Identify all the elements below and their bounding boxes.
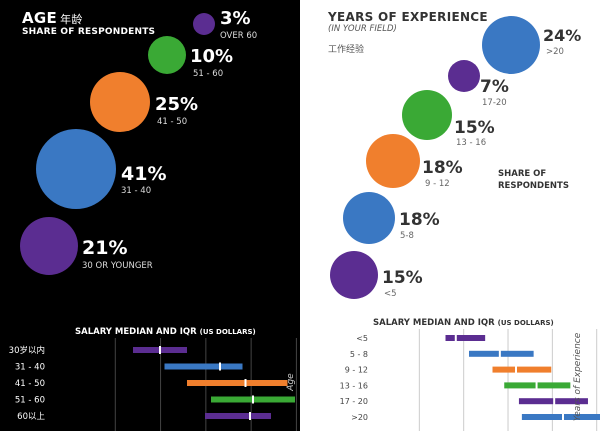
median-marker — [535, 381, 538, 390]
bubble-30-or-younger — [20, 217, 78, 275]
label-9-12: 9 - 12 — [425, 179, 450, 189]
label-41-50: 41 - 50 — [157, 117, 188, 127]
median-marker — [515, 365, 517, 374]
pct-31-40: 41% — [121, 163, 167, 185]
median-marker — [159, 346, 161, 354]
pct-30-or-younger: 21% — [82, 237, 128, 259]
range-category-label: <5 — [356, 334, 368, 343]
range-axis-label: Age — [286, 373, 296, 392]
pct-41-50: 25% — [155, 94, 199, 115]
experience-panel: YEARS OF EXPERIENCE (IN YOUR FIELD) 工作经验… — [310, 0, 600, 431]
age-panel: AGE 年龄 SHARE OF RESPONDENTS 3% OVER 60 10… — [0, 0, 300, 431]
pct-17-20: 7% — [480, 77, 509, 97]
bubble-over-60 — [193, 13, 215, 35]
median-marker — [562, 413, 564, 421]
age-salary-title: SALARY MEDIAN AND IQR (US DOLLARS) — [75, 327, 256, 337]
pct-over-60: 3% — [220, 8, 251, 29]
range-category-label: 31 - 40 — [15, 363, 45, 373]
range-category-label: >20 — [351, 413, 368, 422]
bubble-5-8 — [343, 192, 395, 244]
median-marker — [454, 334, 457, 342]
range-category-label: 41 - 50 — [15, 379, 45, 389]
share-of-respondents-label: SHARE OF RESPONDENTS — [498, 169, 569, 191]
label-13-16: 13 - 16 — [456, 138, 487, 148]
bubble-17-20 — [448, 60, 480, 92]
median-marker — [553, 397, 556, 406]
experience-salary-range-chart: <5 5 - 8 9 - 12 13 - 16 17 - 20 >20 Years of E… — [340, 329, 600, 431]
median-marker — [252, 395, 254, 404]
iqr-bar — [187, 380, 288, 386]
experience-salary-title: SALARY MEDIAN AND IQR (US DOLLARS) — [373, 318, 554, 328]
age-subtitle: SHARE OF RESPONDENTS — [22, 27, 156, 37]
iqr-bar — [205, 413, 271, 419]
experience-title-cn: 工作经验 — [328, 45, 365, 55]
bubble-31-40 — [36, 129, 116, 209]
label-31-40: 31 - 40 — [121, 186, 152, 196]
pct-13-16: 15% — [454, 118, 495, 138]
iqr-bar — [492, 366, 552, 373]
median-marker — [498, 349, 501, 358]
label-51-60: 51 - 60 — [193, 69, 224, 79]
median-marker — [244, 379, 247, 387]
iqr-bar — [469, 350, 534, 357]
age-title: AGE 年龄 — [22, 9, 83, 27]
experience-title: YEARS OF EXPERIENCE — [328, 10, 488, 24]
pct-51-60: 10% — [190, 46, 234, 67]
range-category-label: 13 - 16 — [340, 381, 368, 390]
iqr-bar — [521, 414, 600, 420]
range-category-label: 30岁以内 — [9, 345, 45, 356]
median-marker — [219, 362, 221, 371]
bubble-under-5 — [330, 251, 378, 299]
panel-gap — [300, 0, 310, 431]
range-category-label: 17 - 20 — [340, 397, 368, 406]
experience-subtitle: (IN YOUR FIELD) — [328, 24, 397, 34]
range-category-label: 60以上 — [17, 412, 45, 422]
label-over-20: >20 — [546, 47, 564, 57]
pct-5-8: 18% — [399, 210, 440, 230]
median-marker — [249, 412, 251, 420]
iqr-bar — [164, 363, 243, 370]
label-over-60: OVER 60 — [220, 31, 258, 41]
range-axis-label: Years of Experience — [573, 332, 583, 421]
label-17-20: 17-20 — [482, 98, 507, 108]
bubble-over-20 — [482, 16, 540, 74]
range-category-label: 9 - 12 — [345, 366, 368, 375]
pct-9-12: 18% — [422, 158, 463, 178]
iqr-bar — [445, 335, 486, 341]
age-salary-range-chart: 30岁以内 31 - 40 41 - 50 51 - 60 60以上 Age — [9, 338, 297, 431]
label-5-8: 5-8 — [400, 231, 414, 241]
bubble-9-12 — [366, 134, 420, 188]
bubble-13-16 — [402, 90, 452, 140]
label-30-or-younger: 30 OR YOUNGER — [82, 261, 153, 271]
range-category-label: 5 - 8 — [350, 350, 368, 359]
pct-under-5: 15% — [382, 268, 423, 288]
label-under-5: <5 — [384, 289, 397, 299]
bubble-41-50 — [90, 72, 150, 132]
bubble-51-60 — [148, 36, 186, 74]
range-category-label: 51 - 60 — [15, 396, 45, 406]
pct-over-20: 24% — [543, 26, 582, 45]
